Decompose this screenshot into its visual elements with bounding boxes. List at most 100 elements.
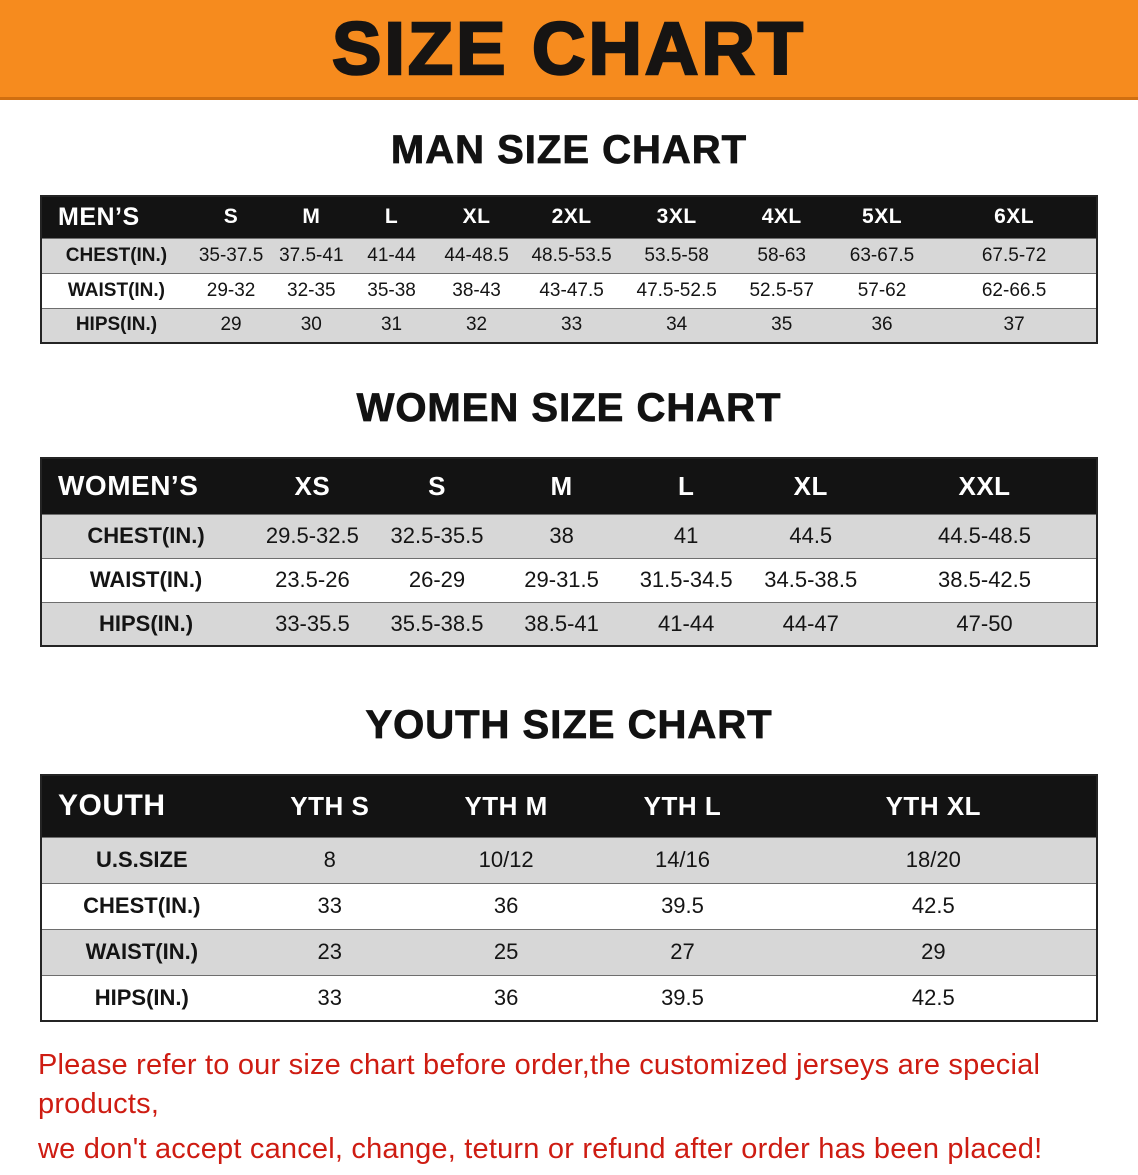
cell-value: 38.5-41 [524, 610, 599, 636]
cell-value: 33 [317, 893, 343, 918]
cell-value: 31.5-34.5 [639, 567, 733, 592]
cell-value: 29.5-32.5 [265, 523, 359, 548]
column-header: L [384, 205, 399, 229]
cell-value: 36 [871, 314, 893, 336]
men-section: MAN SIZE CHART MEN’S S M L XL 2XL 3XL 4XL 5XL 6XL… [0, 128, 1138, 344]
cell-value: 26-29 [408, 567, 466, 592]
page-title: SIZE CHART [331, 6, 806, 90]
column-header: S [428, 470, 446, 501]
cell-value: 33 [561, 314, 583, 336]
row-label: U.S.SIZE [95, 847, 188, 872]
cell-value: 33-35.5 [275, 610, 350, 636]
column-header: YTH S [290, 790, 370, 821]
row-label: HIPS(IN.) [98, 610, 194, 636]
cell-value: 35.5-38.5 [390, 610, 484, 636]
cell-value: 62-66.5 [981, 279, 1047, 301]
row-label: CHEST(IN.) [83, 893, 201, 918]
cell-value: 30 [300, 314, 322, 336]
cell-value: 34 [666, 314, 688, 336]
table-row: WAIST(IN.) 29-32 32-35 35-38 38-43 43-47.5 47.… [41, 273, 1097, 308]
youth-size-table: YOUTH YTH S YTH M YTH L YTH XL U.S.SIZE 8 10/1… [40, 774, 1098, 1022]
cell-value: 43-47.5 [539, 279, 604, 301]
cell-value: 47-50 [956, 610, 1013, 636]
cell-value: 34.5-38.5 [764, 567, 858, 592]
row-label: WAIST(IN.) [89, 567, 203, 592]
column-header: YTH XL [885, 790, 982, 821]
women-size-table: WOMEN’S XS S M L XL XXL CHEST(IN.) 29.5-32.5 32.… [40, 457, 1098, 647]
cell-value: 38-43 [452, 279, 501, 301]
cell-value: 25 [493, 939, 519, 964]
column-header: 4XL [761, 205, 802, 229]
cell-value: 29-32 [206, 279, 256, 301]
cell-value: 37 [1003, 314, 1025, 336]
banner: SIZE CHART [0, 0, 1138, 100]
cell-value: 48.5-53.5 [531, 244, 612, 266]
table-row: WAIST(IN.) 23.5-26 26-29 29-31.5 31.5-34.5 34… [41, 558, 1097, 602]
column-header: YTH M [464, 790, 548, 821]
cell-value: 44-48.5 [444, 244, 509, 266]
column-header: 3XL [656, 205, 697, 229]
cell-value: 29-31.5 [524, 567, 599, 592]
women-section-heading: WOMEN SIZE CHART [356, 386, 782, 431]
cell-value: 37.5-41 [279, 244, 344, 266]
cell-value: 36 [493, 984, 519, 1010]
column-header: 6XL [994, 205, 1035, 229]
column-header: L [677, 470, 695, 501]
cell-value: 35-38 [367, 279, 416, 301]
row-label: HIPS(IN.) [94, 984, 189, 1010]
row-label: CHEST(IN.) [65, 244, 168, 266]
cell-value: 58-63 [757, 244, 807, 266]
cell-value: 57-62 [857, 279, 907, 301]
cell-value: 41-44 [367, 244, 416, 266]
column-header: XS [294, 470, 331, 501]
cell-value: 53.5-58 [644, 244, 709, 266]
cell-value: 63-67.5 [849, 244, 915, 266]
youth-section: YOUTH SIZE CHART YOUTH YTH S YTH M YTH L YTH… [0, 703, 1138, 1022]
table-row: CHEST(IN.) 33 36 39.5 42.5 [41, 883, 1097, 929]
column-header: 2XL [551, 205, 592, 229]
youth-section-heading: YOUTH SIZE CHART [365, 703, 773, 748]
women-section: WOMEN SIZE CHART WOMEN’S XS S M L XL XXL CHEST… [0, 386, 1138, 647]
cell-value: 35-37.5 [198, 244, 264, 266]
cell-value: 10/12 [478, 847, 534, 872]
cell-value: 42.5 [911, 984, 955, 1010]
table-row: HIPS(IN.) 29 30 31 32 33 34 35 36 37 [41, 308, 1097, 343]
cell-value: 52.5-57 [749, 279, 814, 301]
table-header-row: YOUTH YTH S YTH M YTH L YTH XL [41, 775, 1097, 837]
cell-value: 14/16 [654, 847, 711, 872]
column-header: XL [462, 205, 491, 229]
cell-value: 44.5-48.5 [938, 523, 1032, 548]
column-header: S [223, 205, 239, 229]
men-size-table: MEN’S S M L XL 2XL 3XL 4XL 5XL 6XL CHEST(IN.) 35-3… [40, 195, 1098, 344]
cell-value: 38 [549, 523, 574, 548]
cell-value: 32-35 [287, 279, 336, 301]
table-row: CHEST(IN.) 29.5-32.5 32.5-35.5 38 41 44.5 44.5… [41, 514, 1097, 558]
row-label: HIPS(IN.) [75, 314, 158, 336]
cell-value: 23 [317, 939, 343, 964]
cell-value: 67.5-72 [981, 244, 1047, 266]
cell-value: 39.5 [661, 893, 704, 918]
men-section-heading: MAN SIZE CHART [390, 128, 748, 173]
cell-value: 29 [921, 939, 946, 964]
notice-line-1: Please refer to our size chart before or… [38, 1049, 1041, 1121]
table-header-row: WOMEN’S XS S M L XL XXL [41, 458, 1097, 514]
cell-value: 31 [380, 314, 403, 336]
cell-value: 44-47 [782, 610, 839, 636]
column-header: YTH L [643, 790, 722, 821]
cell-value: 39.5 [661, 984, 704, 1010]
row-label: WAIST(IN.) [85, 939, 199, 964]
cell-value: 29 [220, 314, 242, 336]
table-corner-label: MEN’S [58, 202, 140, 231]
table-row: WAIST(IN.) 23 25 27 29 [41, 929, 1097, 975]
cell-value: 42.5 [911, 893, 955, 918]
column-header: M [302, 205, 321, 229]
column-header: M [550, 470, 573, 501]
table-header-row: MEN’S S M L XL 2XL 3XL 4XL 5XL 6XL [41, 196, 1097, 238]
cell-value: 44.5 [789, 523, 833, 548]
notice-line-2: we don't accept cancel, change, teturn o… [38, 1133, 1043, 1166]
cell-value: 38.5-42.5 [938, 567, 1032, 592]
cell-value: 32.5-35.5 [390, 523, 484, 548]
cell-value: 35 [771, 314, 793, 336]
table-row: CHEST(IN.) 35-37.5 37.5-41 41-44 44-48.5 48.5… [41, 238, 1097, 273]
